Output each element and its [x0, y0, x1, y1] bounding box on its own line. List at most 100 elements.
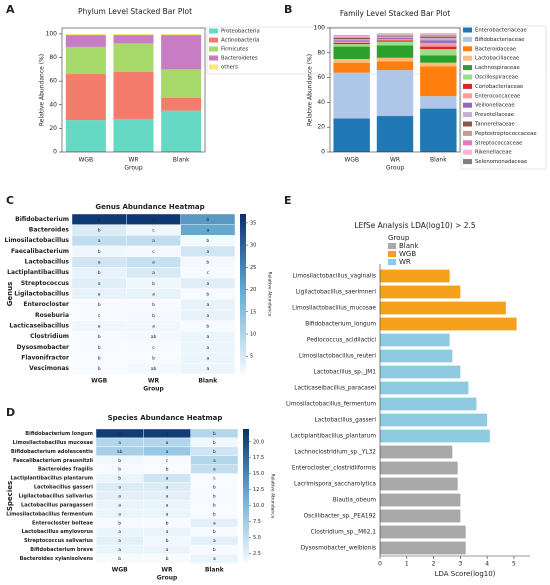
bar-segment [333, 118, 370, 152]
cell-annotation: a [98, 325, 101, 330]
y-tick-label: 20 [49, 125, 57, 132]
legend-label: Lachnospiraceae [475, 65, 520, 71]
colorbar [240, 214, 246, 374]
legend-swatch [463, 65, 472, 71]
colorbar-tick-label: 2.5 [253, 551, 261, 557]
chart-title: Family Level Stacked Bar Plot [340, 9, 450, 18]
cell-annotation: a [98, 261, 101, 266]
bar [380, 317, 517, 331]
bar [380, 269, 450, 283]
cell-annotation: a [152, 261, 155, 266]
x-axis-label: LDA Score(log10) [435, 570, 496, 578]
cell-annotation: b [118, 556, 121, 562]
colorbar-tick-label: 10.0 [253, 503, 264, 509]
cell-annotation: a [206, 357, 209, 362]
y-tick-label: Lacticaseibacillus_paracasei [294, 386, 376, 392]
row-label: Faecalibacterium [11, 248, 69, 255]
bar [380, 301, 506, 315]
cell-annotation: a [166, 441, 169, 446]
cell-annotation: a [206, 282, 209, 287]
cell-annotation: a [118, 548, 121, 553]
y-tick-label: Oscillibacter_sp._PEA192 [304, 514, 377, 520]
bar-segment [420, 40, 457, 43]
cell-annotation: b [206, 217, 209, 223]
row-label: Streptococcus [21, 280, 70, 287]
bar-segment [420, 34, 457, 35]
row-label: Bacteroides fragilis [38, 467, 93, 473]
cell-annotation: a [98, 293, 101, 298]
cell-annotation: a [206, 303, 209, 308]
cell-annotation: a [152, 239, 155, 244]
cell-annotation: b [98, 270, 101, 276]
bar [380, 509, 461, 523]
x-tick-label: 1 [405, 561, 409, 568]
colorbar-tick-label: 12.5 [253, 487, 264, 493]
cell-annotation: a [213, 539, 216, 544]
y-tick-label: Dysosmobacter_welbionis [301, 546, 376, 552]
x-axis-label: Group [157, 575, 178, 582]
y-tick-label: Lactiplantibacillus_plantarum [291, 434, 376, 440]
legend-swatch [463, 121, 472, 127]
bar-segment [113, 43, 154, 72]
x-tick-label: WR [128, 157, 138, 164]
chart-title: LEfSe Analysis LDA(log10) > 2.5 [354, 221, 476, 230]
x-tick-label: Blank [173, 157, 190, 164]
colorbar-tick-label: 5 [250, 354, 253, 360]
bar-segment [333, 42, 370, 45]
legend-swatch [388, 243, 396, 249]
bar-segment [161, 35, 202, 70]
cell-annotation: c [166, 459, 169, 464]
bar [380, 541, 466, 555]
y-tick-label: 20 [317, 124, 325, 131]
y-tick-label: Limosilactobacillus_reuteri [299, 354, 376, 360]
cell-annotation: a [98, 282, 101, 287]
x-axis-label: Group [124, 165, 142, 172]
cell-annotation: a [152, 218, 155, 223]
cell-annotation: b [98, 228, 101, 234]
row-label: Limosilactobacillus [5, 237, 70, 244]
cell-annotation: b [166, 520, 169, 526]
x-tick-label: Blank [430, 157, 447, 164]
bar-segment [420, 49, 457, 56]
heatmap-cell [180, 363, 236, 375]
bar-segment [376, 70, 414, 117]
cell-annotation: b [152, 313, 155, 319]
row-label: Lactiplantibacillus [7, 269, 69, 276]
legend-swatch [209, 64, 218, 70]
cell-annotation: c [98, 314, 101, 319]
legend-swatch [209, 46, 218, 52]
y-tick-label: 40 [317, 99, 325, 106]
bar-segment [333, 62, 370, 73]
cell-annotation: b [98, 302, 101, 308]
bar-segment [376, 45, 414, 58]
column-label: Blank [205, 567, 225, 574]
bar-segment [420, 55, 457, 63]
cell-annotation: b [206, 324, 209, 330]
bar-segment [420, 42, 457, 47]
y-tick-label: Lactobacillus_gasseri [315, 418, 377, 424]
cell-annotation: a [152, 325, 155, 330]
cell-annotation: a [213, 557, 216, 562]
legend-label: Rikenellaceae [475, 150, 512, 156]
cell-annotation: b [206, 260, 209, 266]
bar-segment [420, 34, 457, 36]
legend-label: Enterococcaceae [475, 93, 520, 99]
cell-annotation: a [166, 548, 169, 553]
cell-annotation: c [152, 250, 155, 255]
bar-segment [333, 35, 370, 37]
bar [380, 525, 466, 539]
cell-annotation: b [98, 356, 101, 362]
cell-annotation: a [118, 495, 121, 500]
bar-segment [376, 116, 414, 152]
legend-label: Streptococcaceae [475, 140, 522, 146]
y-tick-label: Bifidobacterium_longum [305, 322, 376, 328]
row-label: Ligilactobacillus salivarius [18, 494, 93, 500]
legend-label: Prevotellaceae [475, 112, 514, 118]
bar [380, 333, 450, 347]
row-label: Lacticaseibacillus [9, 323, 69, 330]
row-label: Lactobacillus paragasseri [21, 502, 93, 508]
legend-label: Proteobacteria [221, 29, 260, 35]
row-label: Bacteroides [29, 227, 70, 234]
y-axis-label: Genus [6, 282, 14, 307]
bar-segment [333, 36, 370, 38]
